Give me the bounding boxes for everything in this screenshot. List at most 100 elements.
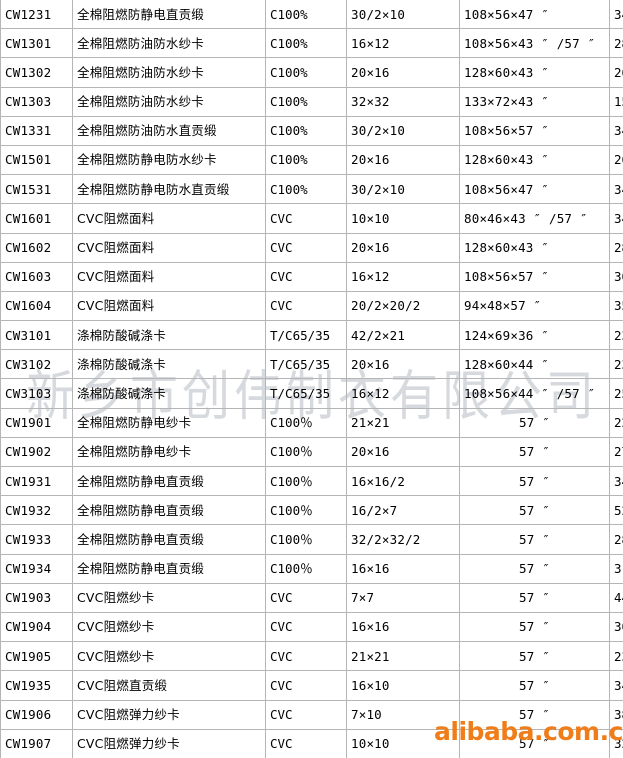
cell-product-code: CW1906 [0,699,73,730]
cell-product-name: 全棉阻燃防静电纱卡 [72,407,266,438]
cell-product-name: CVC阻燃弹力纱卡 [72,728,266,758]
cell-composition: C100% [265,0,347,30]
cell-specification: 128×60×43 ″ [459,232,610,263]
cell-weight: 440 [609,582,623,613]
cell-product-code: CW1907 [0,728,73,758]
cell-yarn-count: 32/2×32/2 [346,524,460,555]
cell-composition: C100% [265,115,347,146]
cell-weight: 230 [609,641,623,672]
cell-yarn-count: 16×12 [346,378,460,409]
cell-product-name: 全棉阻燃防静电纱卡 [72,436,266,468]
cell-specification: 57 ″ [459,728,610,758]
cell-yarn-count: 20×16 [346,57,460,88]
cell-yarn-count: 20×16 [346,349,460,380]
cell-product-code: CW1231 [0,0,73,30]
cell-product-code: CW1932 [0,495,73,526]
cell-product-code: CW3102 [0,349,73,380]
cell-weight: 260 [609,144,623,176]
cell-specification: 128×60×44 ″ [459,349,610,380]
cell-product-code: CW1933 [0,524,73,555]
cell-product-code: CW1902 [0,436,73,468]
cell-composition: C100％ [265,436,347,468]
cell-yarn-count: 10×10 [346,728,460,758]
cell-composition: CVC [265,670,347,701]
cell-specification: 133×72×43 ″ [459,86,610,117]
cell-weight: 350 [609,290,623,322]
cell-specification: 57 ″ [459,524,610,555]
cell-yarn-count: 16×16 [346,553,460,584]
cell-specification: 108×56×57 ″ [459,115,610,146]
cell-weight: 340 [609,0,623,30]
table-row: CW1531 全棉阻燃防静电防水直贡缎 C100% 30/2×10 108×56×47 … [0,174,623,205]
cell-weight: 340 [609,203,623,234]
cell-specification: 94×48×57 ″ [459,290,610,322]
cell-weight: 260 [609,57,623,88]
cell-product-name: 全棉阻燃防油防水纱卡 [72,86,266,117]
cell-yarn-count: 10×10 [346,203,460,234]
cell-weight: 150 [609,86,623,117]
cell-specification: 57 ″ [459,611,610,643]
cell-specification: 57 ″ [459,670,610,701]
cell-composition: CVC [265,728,347,758]
cell-composition: C100％ [265,524,347,555]
cell-product-name: 全棉阻燃防油防水纱卡 [72,28,266,59]
cell-yarn-count: 20×16 [346,436,460,468]
cell-weight: 340 [609,174,623,205]
cell-weight: 280 [609,232,623,263]
cell-composition: C100％ [265,407,347,438]
cell-product-code: CW1604 [0,290,73,322]
cell-specification: 57 ″ [459,553,610,584]
cell-product-name: 全棉阻燃防静电直贡缎 [72,495,266,526]
cell-product-name: 全棉阻燃防静电直贡缎 [72,524,266,555]
cell-yarn-count: 16/2×7 [346,495,460,526]
table-row: CW1331 全棉阻燃防油防水直贡缎 C100% 30/2×10 108×56×57 ″… [0,115,623,146]
cell-composition: T/C65/35 [265,349,347,380]
cell-product-code: CW1901 [0,407,73,438]
cell-product-code: CW1531 [0,174,73,205]
cell-composition: CVC [265,611,347,643]
cell-composition: CVC [265,203,347,234]
cell-product-name: 全棉阻燃防静电防水直贡缎 [72,174,266,205]
cell-composition: C100% [265,28,347,59]
cell-weight: 250 [609,378,623,409]
cell-specification: 128×60×43 ″ [459,144,610,176]
cell-weight: 270 [609,436,623,468]
cell-product-name: CVC阻燃纱卡 [72,582,266,613]
cell-product-code: CW1603 [0,261,73,292]
cell-yarn-count: 16×10 [346,670,460,701]
cell-product-code: CW1301 [0,28,73,59]
cell-yarn-count: 42/2×21 [346,320,460,351]
cell-specification: 108×56×47 ″ [459,0,610,30]
cell-composition: T/C65/35 [265,320,347,351]
cell-weight: 345 [609,670,623,701]
cell-weight: 220 [609,407,623,438]
cell-yarn-count: 16×12 [346,28,460,59]
cell-weight: 520 [609,495,623,526]
cell-yarn-count: 32×32 [346,86,460,117]
cell-product-code: CW1331 [0,115,73,146]
cell-weight: 300 [609,611,623,643]
cell-specification: 57 ″ [459,465,610,497]
cell-composition: CVC [265,699,347,730]
cell-product-name: CVC阻燃面料 [72,290,266,322]
cell-specification: 124×69×36 ″ [459,320,610,351]
cell-composition: C100％ [265,495,347,526]
cell-product-code: CW1905 [0,641,73,672]
cell-specification: 57 ″ [459,495,610,526]
cell-yarn-count: 7×7 [346,582,460,613]
cell-specification: 108×56×57 ″ [459,261,610,292]
cell-composition: CVC [265,290,347,322]
table-row: CW3101 涤棉防酸碱涤卡 T/C65/35 42/2×21 124×69×36 ″ 2… [0,320,623,351]
